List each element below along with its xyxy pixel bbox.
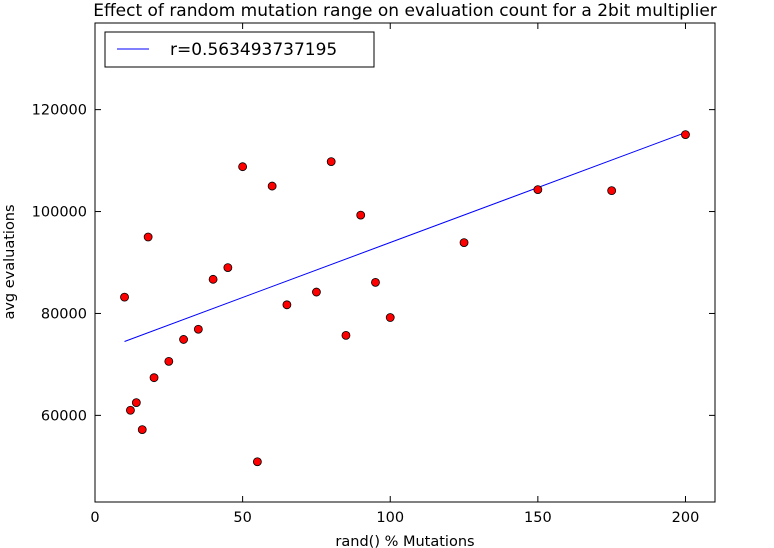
data-point-15 — [312, 287, 321, 297]
data-point-20 — [385, 313, 395, 322]
y-tick-label: 80000 — [41, 306, 87, 322]
data-point-13 — [267, 181, 277, 191]
x-tick-label: 200 — [672, 510, 700, 526]
data-point-6 — [164, 356, 174, 366]
plot-area — [95, 23, 715, 502]
x-tick-label: 50 — [233, 510, 251, 526]
data-point-3 — [137, 425, 147, 435]
data-point-22 — [533, 185, 543, 195]
data-point-19 — [371, 277, 380, 287]
data-point-5 — [149, 373, 159, 383]
data-point-7 — [179, 335, 188, 344]
y-tick-label: 60000 — [41, 408, 87, 424]
legend-label: r=0.563493737195 — [170, 40, 337, 60]
data-point-9 — [208, 274, 218, 284]
data-point-12 — [252, 457, 262, 467]
data-point-11 — [238, 162, 248, 172]
data-point-24 — [681, 130, 690, 139]
y-tick-label: 100000 — [32, 205, 87, 221]
points-layer — [120, 130, 690, 467]
y-tick-label: 120000 — [32, 103, 87, 119]
data-point-14 — [282, 300, 292, 310]
data-point-1 — [126, 405, 135, 415]
data-point-21 — [459, 238, 469, 248]
legend-box — [104, 31, 375, 68]
x-tick-label: 0 — [90, 510, 99, 526]
y-axis-label: avg evaluations — [2, 204, 18, 319]
data-point-17 — [341, 330, 351, 340]
chart-title: Effect of random mutation range on evalu… — [93, 1, 717, 21]
data-point-8 — [193, 324, 203, 334]
x-tick-label: 150 — [524, 510, 552, 526]
data-point-10 — [223, 263, 233, 272]
data-point-18 — [356, 210, 366, 220]
ticks-layer: 0 50 100 150 200 60000 80000 100000 120000 — [32, 23, 715, 526]
data-point-2 — [131, 398, 141, 408]
fit-line — [124, 132, 686, 342]
fit-line-layer — [124, 132, 686, 342]
plot-frame — [94, 22, 716, 503]
data-point-4 — [143, 232, 153, 242]
x-axis-label: rand() % Mutations — [335, 534, 474, 548]
legend: r=0.563493737195 — [104, 31, 375, 68]
data-point-0 — [120, 292, 129, 302]
x-tick-label: 100 — [376, 510, 404, 526]
data-point-23 — [607, 186, 617, 196]
data-point-16 — [326, 157, 336, 167]
